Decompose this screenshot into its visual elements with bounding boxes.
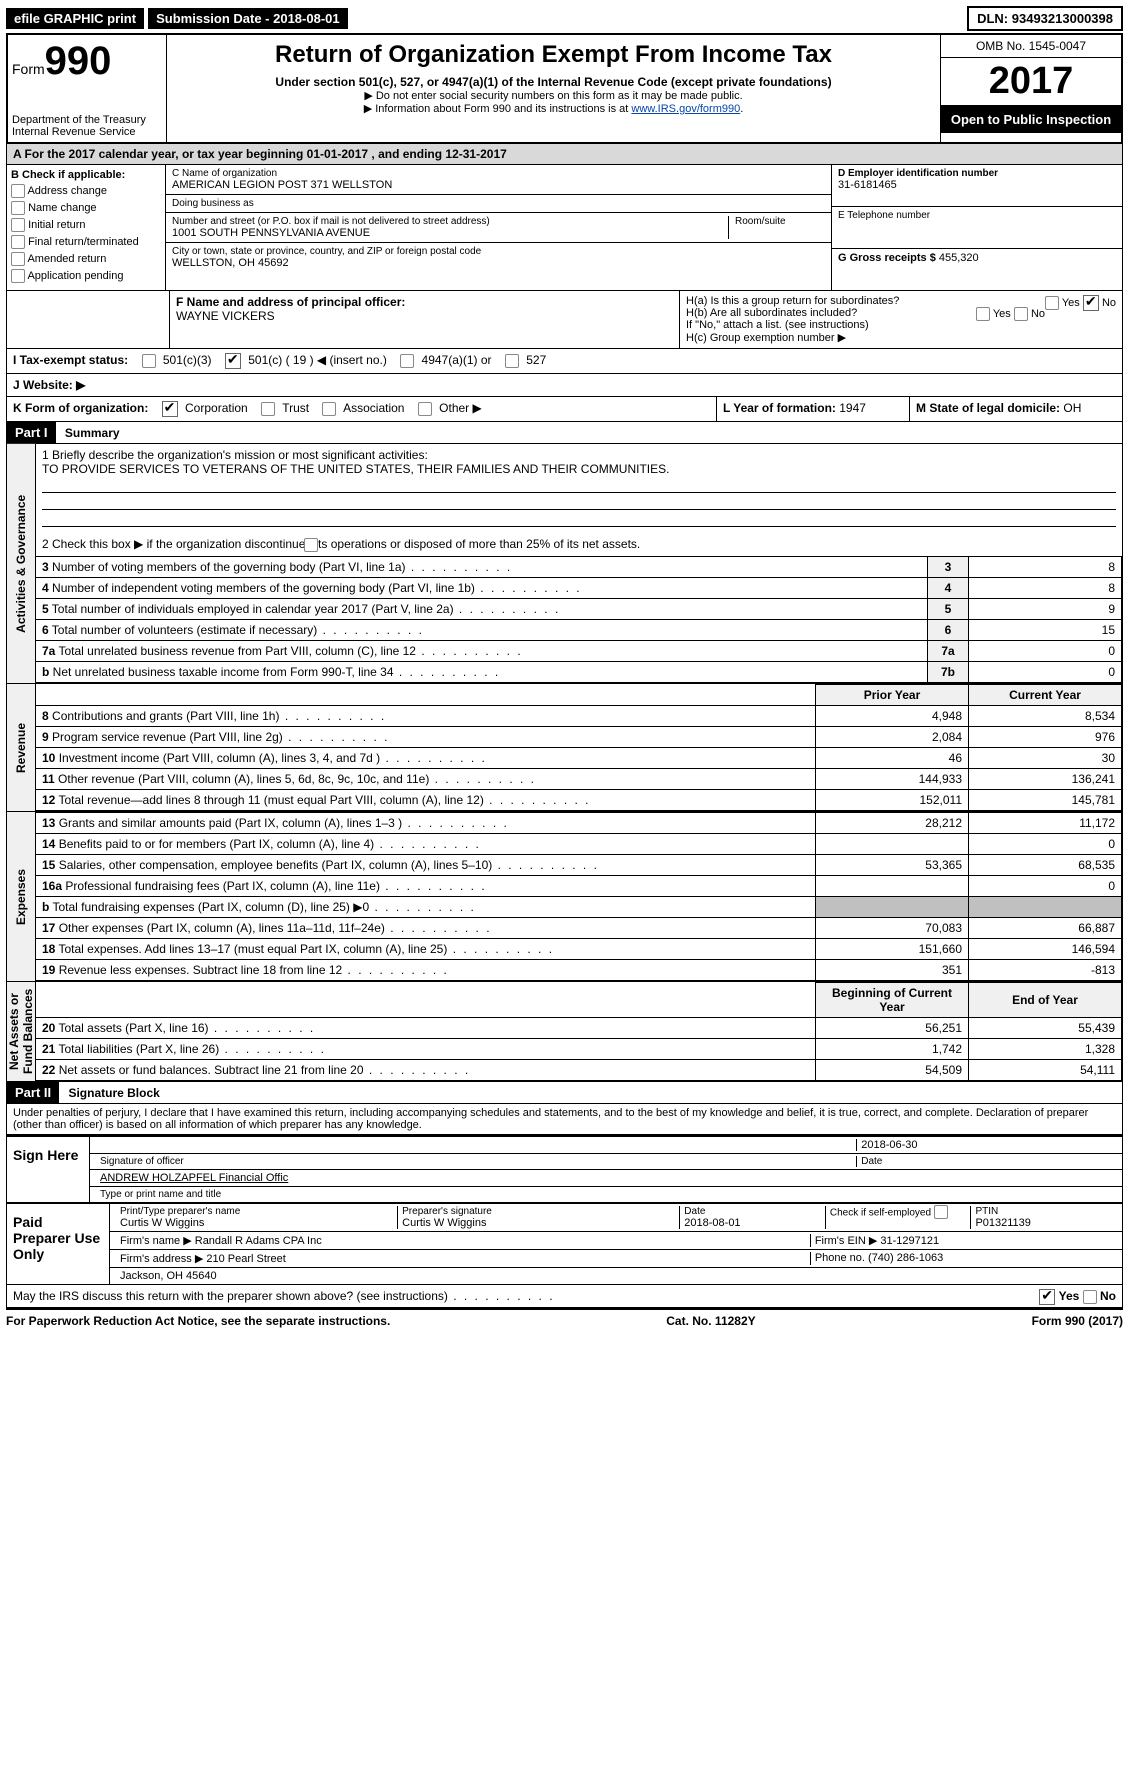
street-cell: Number and street (or P.O. box if mail i…	[166, 213, 831, 243]
cat-no: Cat. No. 11282Y	[666, 1314, 755, 1328]
form-ref: Form 990 (2017)	[1032, 1314, 1123, 1328]
b-name-change[interactable]: Name change	[11, 201, 161, 215]
firm-addr1: 210 Pearl Street	[206, 1253, 286, 1265]
checked-icon	[1039, 1289, 1055, 1305]
part2-header-row: Part II Signature Block	[6, 1082, 1123, 1104]
part1-title: Summary	[59, 423, 126, 443]
b-label: B Check if applicable:	[11, 169, 161, 181]
vlabel-exp: Expenses	[7, 812, 36, 981]
irs-label: Internal Revenue Service	[12, 126, 162, 138]
prep-sig: Curtis W Wiggins	[402, 1217, 675, 1229]
checked-icon	[225, 353, 241, 369]
prep-name: Curtis W Wiggins	[120, 1217, 393, 1229]
vlabel-rev: Revenue	[7, 684, 36, 811]
row-klm: K Form of organization: Corporation Trus…	[6, 397, 1123, 422]
officer-name: ANDREW HOLZAPFEL Financial Offic	[96, 1172, 1116, 1184]
governance-block: Activities & Governance 1 Briefly descri…	[6, 444, 1123, 684]
b-initial[interactable]: Initial return	[11, 218, 161, 232]
header-left: Form990 Department of the Treasury Inter…	[8, 35, 167, 142]
b-addr-change[interactable]: Address change	[11, 184, 161, 198]
omb-number: OMB No. 1545-0047	[941, 35, 1121, 58]
vlabel-gov: Activities & Governance	[7, 444, 36, 683]
form-subtitle: Under section 501(c), 527, or 4947(a)(1)…	[177, 75, 930, 89]
efile-badge: efile GRAPHIC print	[6, 8, 144, 29]
q1: 1 Briefly describe the organization's mi…	[36, 444, 1122, 533]
h-a: H(a) Is this a group return for subordin…	[686, 295, 1116, 307]
header-mid: Return of Organization Exempt From Incom…	[167, 35, 940, 142]
row-fh: F Name and address of principal officer:…	[6, 291, 1123, 349]
form-header: Form990 Department of the Treasury Inter…	[6, 33, 1123, 144]
footer: For Paperwork Reduction Act Notice, see …	[6, 1308, 1123, 1332]
firm-name: Randall R Adams CPA Inc	[195, 1235, 322, 1247]
q2: 2 Check this box ▶ if the organization d…	[36, 533, 1122, 556]
info-note: ▶ Information about Form 990 and its ins…	[177, 102, 930, 115]
preparer-block: Paid Preparer Use Only Print/Type prepar…	[6, 1203, 1123, 1285]
self-emp: Check if self-employed	[825, 1206, 971, 1229]
tax-year: 2017	[941, 58, 1121, 106]
vlabel-na: Net Assets or Fund Balances	[7, 982, 36, 1081]
dba-cell: Doing business as	[166, 195, 831, 213]
b-pending[interactable]: Application pending	[11, 269, 161, 283]
row-i: I Tax-exempt status: 501(c)(3) 501(c) ( …	[6, 349, 1123, 374]
ssn-note: ▶ Do not enter social security numbers o…	[177, 89, 930, 102]
org-name-cell: C Name of organization AMERICAN LEGION P…	[166, 165, 831, 195]
exp-table: 13 Grants and similar amounts paid (Part…	[36, 812, 1122, 981]
checked-icon	[162, 401, 178, 417]
rev-table: Prior YearCurrent Year8 Contributions an…	[36, 684, 1122, 811]
h-block: H(a) Is this a group return for subordin…	[680, 291, 1122, 348]
revenue-block: Revenue Prior YearCurrent Year8 Contribu…	[6, 684, 1123, 812]
paid-prep-label: Paid Preparer Use Only	[7, 1204, 110, 1284]
discuss-row: May the IRS discuss this return with the…	[6, 1285, 1123, 1308]
expenses-block: Expenses 13 Grants and similar amounts p…	[6, 812, 1123, 982]
perjury-text: Under penalties of perjury, I declare th…	[6, 1104, 1123, 1135]
pra-notice: For Paperwork Reduction Act Notice, see …	[6, 1314, 390, 1328]
top-bar: efile GRAPHIC print Submission Date - 20…	[6, 6, 1123, 31]
part2-title: Signature Block	[62, 1083, 165, 1103]
city-cell: City or town, state or province, country…	[166, 243, 831, 272]
section-bcdeg: B Check if applicable: Address change Na…	[6, 165, 1123, 291]
form-title: Return of Organization Exempt From Incom…	[177, 41, 930, 69]
ptin: P01321139	[975, 1217, 1112, 1229]
part2-header: Part II	[7, 1082, 59, 1103]
dept-treasury: Department of the Treasury	[12, 114, 162, 126]
col-c: C Name of organization AMERICAN LEGION P…	[166, 165, 832, 290]
form-number: Form990	[12, 39, 162, 84]
gov-table: 3 Number of voting members of the govern…	[36, 556, 1122, 683]
part1-header: Part I	[7, 422, 56, 443]
b-final[interactable]: Final return/terminated	[11, 235, 161, 249]
open-inspection: Open to Public Inspection	[941, 106, 1121, 133]
firm-phone: (740) 286-1063	[868, 1252, 943, 1264]
h-c: H(c) Group exemption number ▶	[686, 331, 1116, 344]
header-right: OMB No. 1545-0047 2017 Open to Public In…	[940, 35, 1121, 142]
irs-link[interactable]: www.IRS.gov/form990	[631, 103, 740, 115]
prep-date: 2018-08-01	[684, 1217, 821, 1229]
phone-cell: E Telephone number	[832, 207, 1122, 249]
col-b: B Check if applicable: Address change Na…	[7, 165, 166, 290]
f-officer: F Name and address of principal officer:…	[170, 291, 680, 348]
col-d: D Employer identification number 31-6181…	[832, 165, 1122, 290]
signature-block: Sign Here 2018-06-30 Signature of office…	[6, 1135, 1123, 1203]
firm-addr2: Jackson, OH 45640	[116, 1270, 1116, 1282]
gross-cell: G Gross receipts $ 455,320	[832, 249, 1122, 290]
na-table: Beginning of Current YearEnd of Year20 T…	[36, 982, 1122, 1081]
row-j: J Website: ▶	[6, 374, 1123, 397]
netassets-block: Net Assets or Fund Balances Beginning of…	[6, 982, 1123, 1082]
ein-cell: D Employer identification number 31-6181…	[832, 165, 1122, 207]
b-amended[interactable]: Amended return	[11, 252, 161, 266]
sign-here-label: Sign Here	[7, 1137, 90, 1202]
sig-date: 2018-06-30	[856, 1139, 1116, 1151]
firm-ein: 31-1297121	[880, 1235, 939, 1247]
dln-badge: DLN: 93493213000398	[967, 6, 1123, 31]
submission-badge: Submission Date - 2018-08-01	[148, 8, 348, 29]
part1-header-row: Part I Summary	[6, 422, 1123, 444]
h-b-note: If "No," attach a list. (see instruction…	[686, 319, 1116, 331]
checked-icon	[1083, 295, 1099, 311]
row-a: A For the 2017 calendar year, or tax yea…	[6, 144, 1123, 165]
